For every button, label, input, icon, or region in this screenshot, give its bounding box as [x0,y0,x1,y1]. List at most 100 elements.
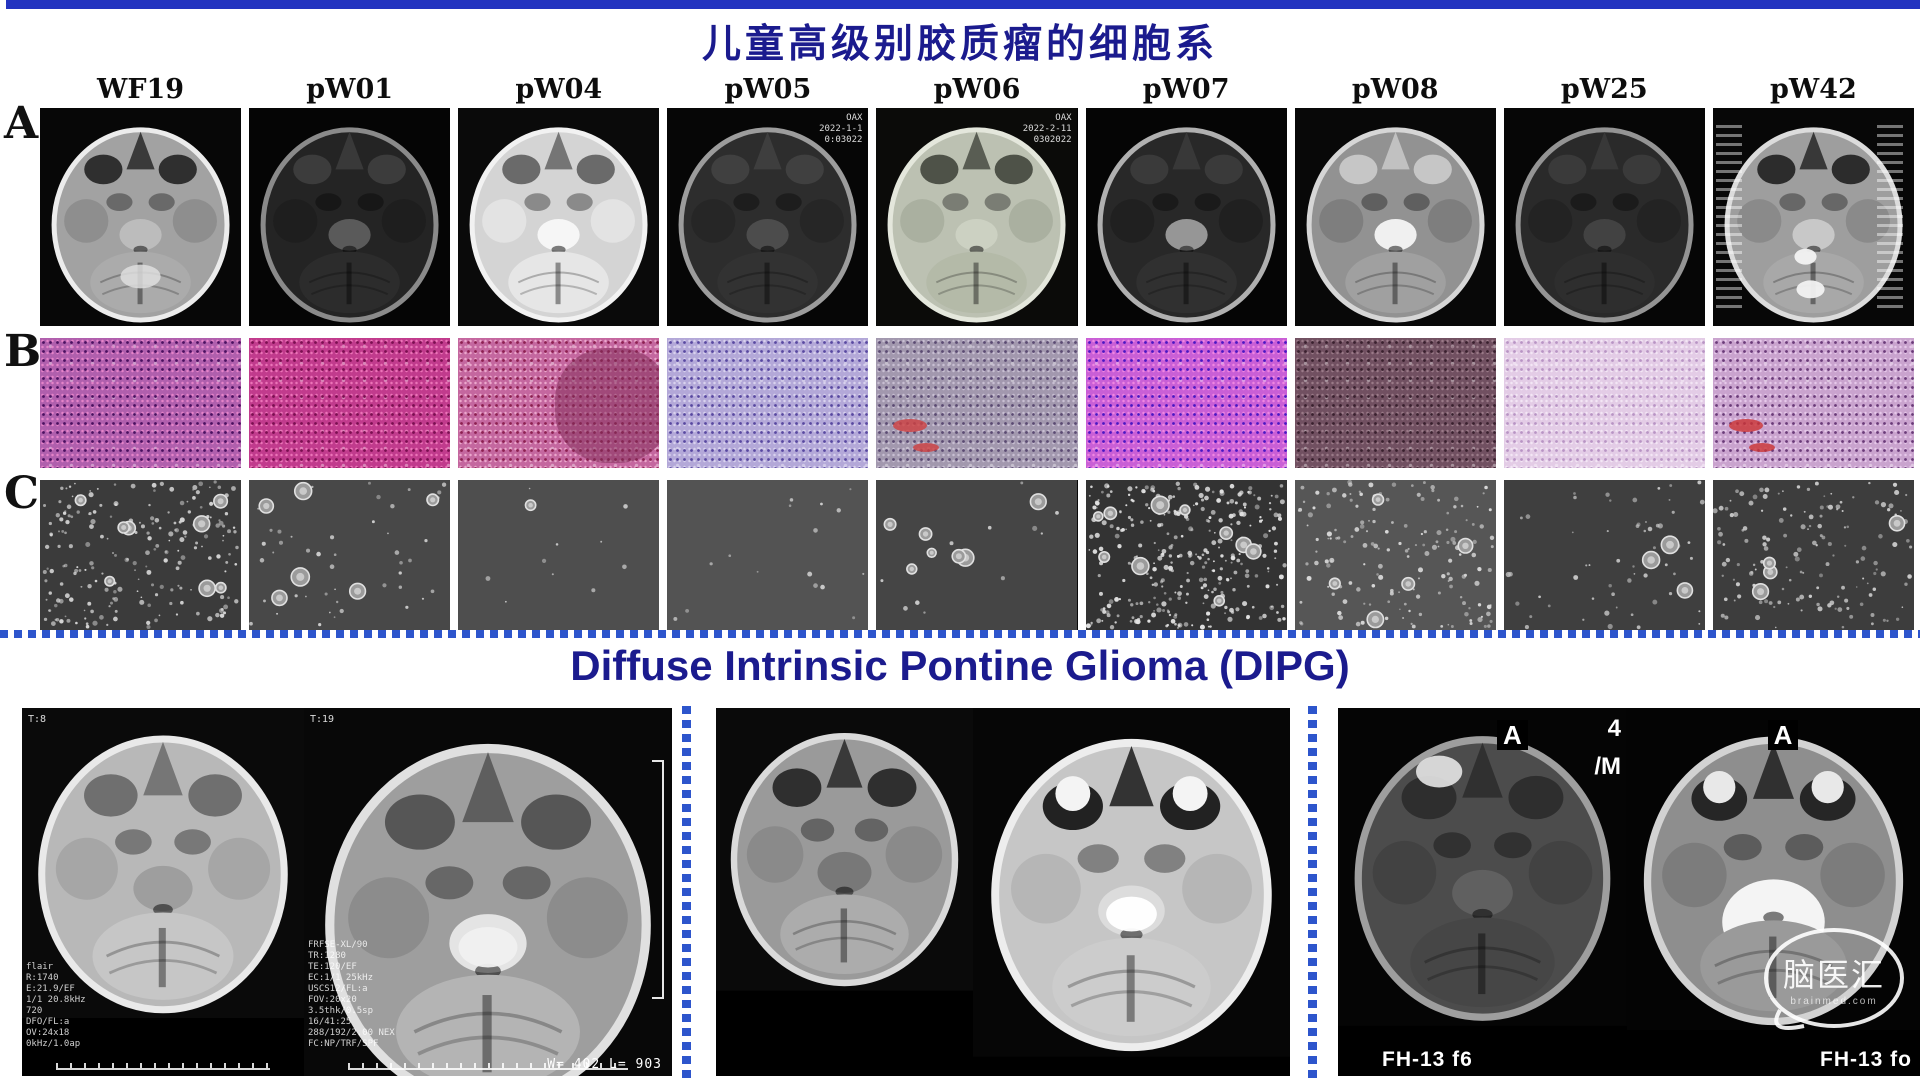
scan-corner-label: 4 [1607,715,1621,742]
histology-cell-pW06 [876,330,1078,472]
mri-image-pW07 [1085,108,1287,326]
mri-image-pW05: OAX 2022-1-1 0:03022 [667,108,869,326]
sphere-cell-pW08 [1294,472,1496,630]
sphere-cell-pW05 [667,472,869,630]
scan-ruler [55,1063,271,1070]
dipg-mri-panel3-right: A FH-13 fo [1627,708,1920,1076]
histology-image-pW25 [1503,338,1705,468]
histology-cell-pW05 [667,330,869,472]
mri-cell-pW01 [249,108,451,330]
scan-overlay-text: OAX 2022-2-11 0302022 [1023,113,1072,146]
sphere-cell-pW07 [1085,472,1287,630]
histology-cell-pW01 [249,330,451,472]
mri-image-pW08 [1294,108,1496,326]
histology-dark-patch [554,348,660,463]
scan-top-label: T:19 [310,714,335,725]
tumorsphere-image-pW25 [1503,480,1705,630]
scan-parameter-line: FRFSE-XL/90 [308,940,368,950]
dotted-divider [0,630,1920,638]
scan-overlay-line: 2022-2-11 [1022,124,1072,134]
scan-ruler [348,1063,628,1070]
scan-parameter-line: DFO/FL:a [26,1017,70,1027]
panel-label-b: B [4,326,42,377]
mri-cell-pW08 [1294,108,1496,330]
mri-image-pW25 [1503,108,1705,326]
mri-image-pW04 [458,108,660,326]
dipg-mri-panel2-right [973,708,1290,1076]
column-header-WF19: WF19 [97,74,185,105]
mri-cell-pW06: OAX 2022-2-11 0302022 [876,108,1078,330]
dotted-vertical-separator-1 [682,706,691,1080]
scan-corner-label: A [1496,720,1528,750]
scan-parameter-line: FOV:20x20 [308,995,357,1005]
scan-parameter-block: flair R:1740 E:21.9/EF 1/1 20.8kHz 720 DFO/FL… [26,962,86,1050]
histology-image-pW05 [667,338,869,468]
scan-parameter-line: 288/192/2.00 NEX [308,1028,395,1038]
histology-image-WF19 [40,338,242,468]
scan-parameter-line: 720 [26,1006,43,1016]
mri-image-pW01 [249,108,451,326]
scan-overlay-line: 2022-1-1 [819,124,863,134]
column-header-pW06: pW06 [933,74,1021,105]
scan-top-label: T:8 [28,714,47,725]
scan-corner-label: /M [1594,753,1621,780]
dipg-mri-panel3-left: A 4/M FH-13 f6 [1338,708,1627,1076]
histology-red-fleck [892,418,927,432]
mri-cell-pW04 [458,108,660,330]
histology-image-pW01 [249,338,451,468]
tumorsphere-image-pW05 [667,480,869,630]
histology-cell-pW07 [1085,330,1287,472]
tumorsphere-image-pW42 [1712,480,1914,630]
sphere-cell-pW01 [249,472,451,630]
scan-parameter-line: 16/41:25 [308,1017,352,1027]
sphere-cell-pW06 [876,472,1078,630]
scan-overlay-line: OAX [846,113,863,123]
slide-title: 儿童高级别胶质瘤的细胞系 [701,21,1218,67]
histology-image-pW04 [458,338,660,468]
histology-cell-pW04 [458,330,660,472]
scan-parameter-line: OV:24x18 [26,1028,70,1038]
tumorsphere-image-pW06 [876,480,1078,630]
panel-label-c: C [4,468,40,519]
scan-parameter-line: R:1740 [26,973,59,983]
scan-overlay-text: OAX 2022-1-1 0:03022 [819,113,862,146]
histology-cell-pW08 [1294,330,1496,472]
scan-parameter-line: USCS12/FL:a [308,984,368,994]
mri-cell-WF19 [40,108,242,330]
scan-text-stripe [1715,125,1750,309]
column-header-pW08: pW08 [1351,74,1439,105]
mri-cell-pW42 [1712,108,1914,330]
mri-cell-pW25 [1503,108,1705,330]
histology-cell-pW42 [1712,330,1914,472]
top-accent-bar [6,0,1920,9]
histology-cell-WF19 [40,330,242,472]
cell-line-grid: WF19 pW01 pW04 pW05 pW06 pW07 pW08 pW25 pW42 OAX 2… [40,72,1914,630]
histology-cell-pW25 [1503,330,1705,472]
dotted-vertical-separator-2 [1308,706,1317,1080]
sphere-cell-pW25 [1503,472,1705,630]
scan-bracket [652,759,664,1000]
column-header-pW01: pW01 [306,74,394,105]
column-header-pW42: pW42 [1770,74,1857,105]
scan-text-stripe [1877,125,1911,309]
dipg-title: Diffuse Intrinsic Pontine Glioma (DIPG) [570,642,1350,689]
scan-parameter-block: FRFSE-XL/90 TR:1280 TE:120/EF EC:1/1 25kHz U… [308,940,395,1050]
histology-red-fleck [912,443,939,453]
scan-parameter-line: 1/1 20.8kHz [26,995,86,1005]
mri-image-pW42 [1712,108,1914,326]
column-header-pW07: pW07 [1142,74,1230,105]
scan-corner-label: A [1767,720,1799,750]
scan-parameter-line: 0kHz/1.0ap [26,1039,81,1049]
scan-parameter-line: 3.5thk/0.5sp [308,1006,374,1016]
tumorsphere-image-pW08 [1294,480,1496,630]
tumorsphere-image-pW07 [1085,480,1287,630]
histology-image-pW07 [1085,338,1287,468]
mri-image-pW06: OAX 2022-2-11 0302022 [876,108,1078,326]
mri-image-WF19 [40,108,242,326]
sphere-cell-pW04 [458,472,660,630]
histology-red-fleck [1728,418,1763,432]
scan-overlay-line: OAX [1055,113,1072,123]
scan-parameter-line: EC:1/1 25kHz [308,973,374,983]
tumorsphere-image-pW01 [249,480,451,630]
